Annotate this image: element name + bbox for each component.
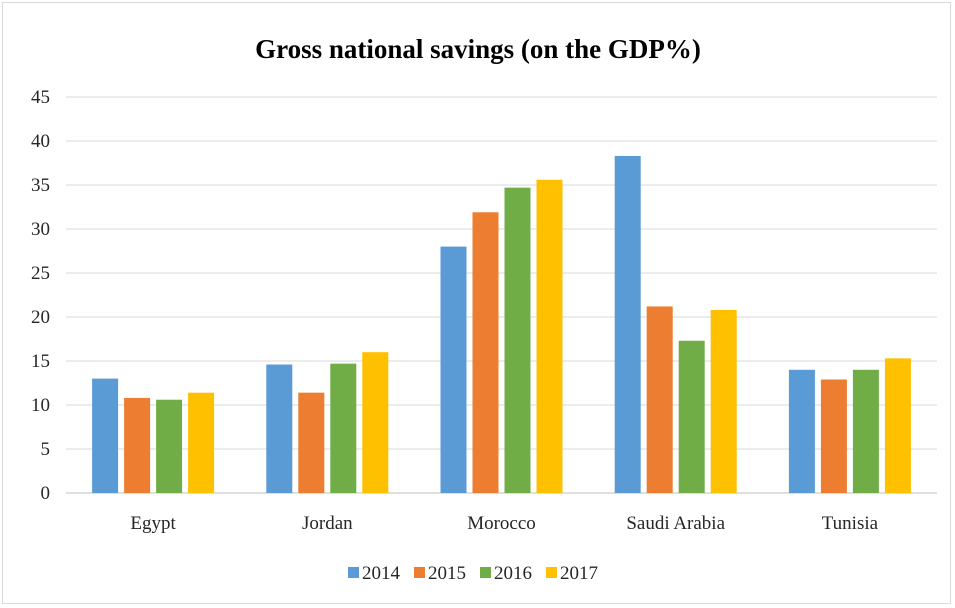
- bar-saudi-arabia-2017: [710, 309, 737, 493]
- y-tick-label: 30: [31, 219, 50, 240]
- x-category-label: Jordan: [302, 513, 353, 534]
- bar-morocco-2014: [440, 246, 467, 493]
- bar-tunisia-2016: [852, 369, 879, 493]
- bar-egypt-2017: [188, 392, 215, 493]
- y-tick-label: 25: [31, 263, 50, 284]
- y-tick-label: 0: [41, 483, 51, 504]
- bar-jordan-2016: [330, 363, 357, 493]
- legend-swatch: [480, 567, 491, 578]
- bar-egypt-2015: [124, 397, 151, 493]
- x-category-label: Tunisia: [822, 513, 879, 534]
- y-tick-label: 15: [31, 351, 50, 372]
- bar-tunisia-2015: [820, 379, 847, 493]
- bar-tunisia-2017: [884, 358, 911, 493]
- x-category-label: Saudi Arabia: [626, 513, 725, 534]
- bar-saudi-arabia-2016: [678, 340, 705, 493]
- y-axis-ticks: 0 5 10 15 20 25 30 35 40 45: [31, 87, 50, 504]
- bar-saudi-arabia-2014: [614, 155, 641, 493]
- legend-label: 2015: [428, 563, 466, 584]
- bar-saudi-arabia-2015: [646, 306, 673, 493]
- y-tick-label: 40: [31, 131, 50, 152]
- legend: 2014 2015 2016 2017: [348, 563, 598, 584]
- bar-morocco-2015: [472, 212, 499, 493]
- y-tick-label: 45: [31, 87, 50, 108]
- legend-label: 2017: [560, 563, 598, 584]
- legend-swatch: [414, 567, 425, 578]
- bar-morocco-2016: [504, 187, 531, 493]
- y-tick-label: 20: [31, 307, 50, 328]
- legend-swatch: [546, 567, 557, 578]
- bar-morocco-2017: [536, 179, 563, 493]
- legend-label: 2014: [362, 563, 401, 584]
- y-tick-label: 5: [41, 439, 51, 460]
- legend-label: 2016: [494, 563, 532, 584]
- bar-jordan-2017: [362, 352, 389, 493]
- legend-swatch: [348, 567, 359, 578]
- x-category-label: Morocco: [467, 513, 536, 534]
- bar-jordan-2014: [266, 364, 293, 493]
- bar-egypt-2016: [156, 399, 183, 493]
- x-axis-categories: Egypt Jordan Morocco Saudi Arabia Tunisia: [130, 513, 878, 534]
- y-tick-label: 10: [31, 395, 50, 416]
- bar-tunisia-2014: [788, 369, 815, 493]
- bar-egypt-2014: [92, 378, 119, 493]
- bars: [92, 155, 911, 493]
- y-tick-label: 35: [31, 175, 50, 196]
- bar-jordan-2015: [298, 392, 325, 493]
- x-category-label: Egypt: [130, 513, 176, 534]
- chart-title: Gross national savings (on the GDP%): [255, 34, 701, 64]
